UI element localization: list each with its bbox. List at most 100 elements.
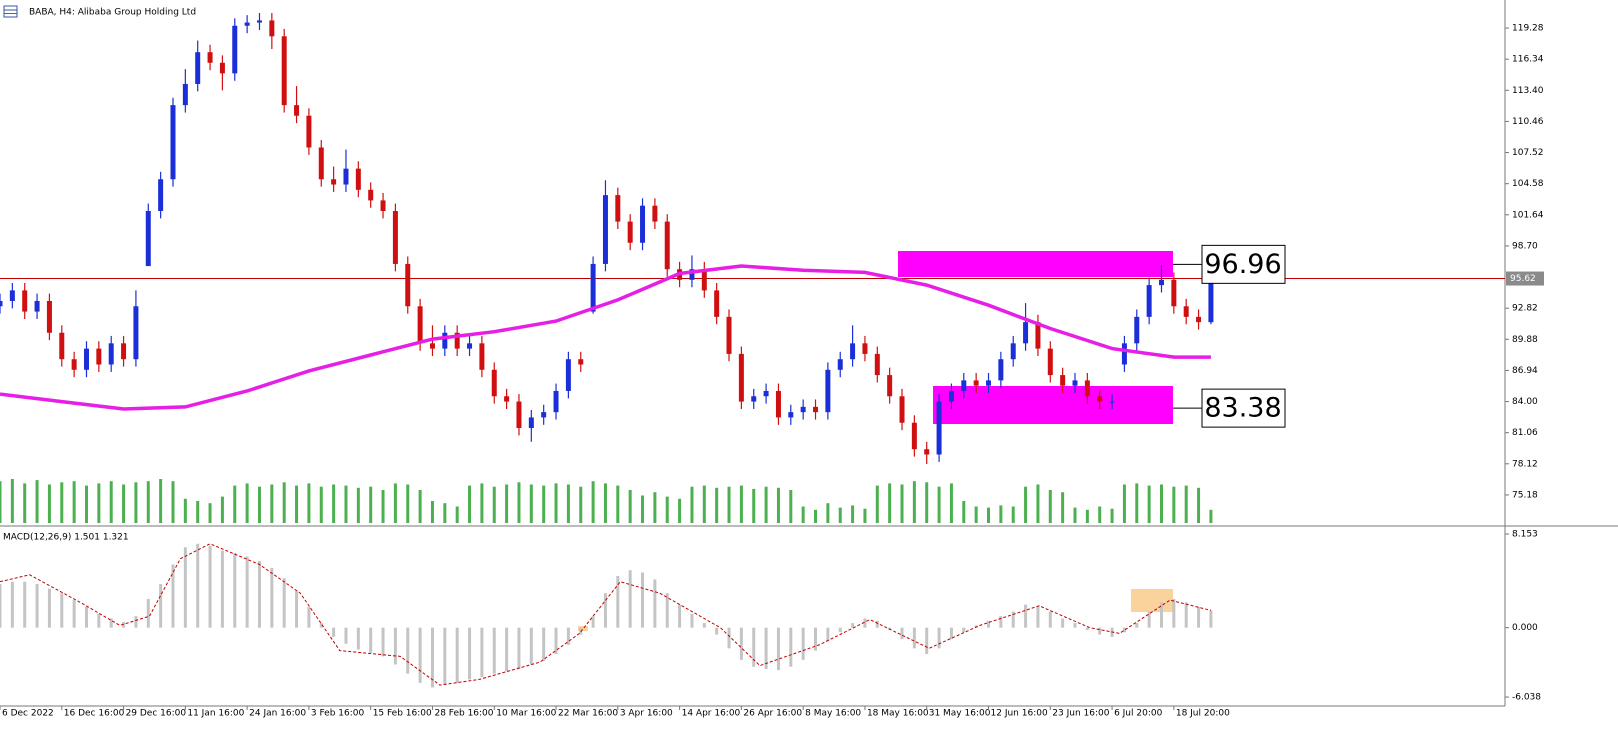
volume-bar (134, 482, 138, 523)
macd-bar (60, 593, 64, 628)
volume-bar (332, 484, 336, 523)
candle-body (1208, 269, 1214, 323)
volume-bar (999, 505, 1003, 523)
macd-bar (851, 623, 855, 628)
candle-body (738, 353, 744, 402)
volume-bar (480, 483, 484, 523)
x-tick-label: 6 Dec 2022 (2, 709, 54, 719)
volume-bar (616, 485, 620, 523)
volume-bar (0, 481, 2, 523)
macd-bar (393, 627, 397, 665)
candle-body (911, 422, 917, 450)
candle-body (541, 412, 547, 418)
macd-bar (1073, 623, 1077, 628)
macd-bar (925, 627, 929, 655)
candle-body (294, 105, 300, 116)
volume-bar (270, 484, 274, 523)
y-tick-label: 0.000 (1512, 623, 1538, 633)
candle-body (998, 359, 1004, 381)
candle-body (442, 332, 448, 349)
candle-body (961, 380, 967, 391)
candle-body (590, 263, 596, 312)
volume-bar (1122, 484, 1126, 523)
macd-bar (381, 627, 385, 657)
volume-bar (900, 484, 904, 523)
volume-bar (220, 496, 224, 523)
candle-body (825, 369, 831, 413)
volume-bar (1184, 485, 1188, 523)
candle-body (1072, 380, 1078, 386)
macd-highlight (578, 626, 588, 631)
volume-bar (109, 481, 113, 523)
volume-bar (987, 507, 991, 523)
macd-bar (492, 627, 496, 674)
volume-bar (653, 492, 657, 523)
macd-bar (690, 613, 694, 628)
macd-bar (47, 588, 51, 628)
candle-body (565, 359, 571, 391)
volume-bar (35, 480, 39, 523)
volume-bar (727, 486, 731, 523)
macd-bar (1172, 598, 1176, 628)
x-tick-label: 31 May 16:00 (929, 709, 991, 719)
volume-bar (505, 484, 509, 523)
macd-bar (727, 627, 731, 649)
macd-bar (826, 627, 830, 642)
candle-body (479, 343, 485, 370)
volume-bar (1209, 509, 1213, 523)
volume-bar (912, 481, 916, 523)
volume-bar (603, 483, 607, 523)
x-tick-label: 29 Dec 16:00 (126, 709, 187, 719)
macd-bar (196, 543, 200, 628)
candle-body (788, 412, 794, 418)
volume-bar (356, 487, 360, 523)
x-tick-label: 10 Mar 16:00 (496, 709, 556, 719)
volume-bar (949, 483, 953, 523)
volume-bar (208, 503, 212, 523)
candle-body (1134, 316, 1140, 344)
macd-bar (1061, 618, 1065, 628)
candle-body (1097, 396, 1103, 402)
macd-bar (628, 570, 632, 628)
candle-body (862, 343, 868, 354)
volume-bar (492, 486, 496, 523)
volume-bar (1098, 506, 1102, 523)
candle-body (59, 332, 65, 360)
volume-bar (529, 484, 533, 523)
volume-bar (814, 509, 818, 523)
macd-bar (183, 547, 187, 628)
macd-bar (863, 618, 867, 628)
candle-body (318, 147, 324, 180)
volume-bar (776, 487, 780, 523)
macd-bar (307, 606, 311, 628)
macd-bar (974, 625, 978, 628)
candle-body (256, 20, 262, 23)
macd-bar (418, 627, 422, 683)
y-tick-label: 104.58 (1512, 179, 1544, 189)
candle-body (1109, 401, 1115, 403)
macd-bar (1122, 627, 1126, 633)
x-tick-label: 26 Apr 16:00 (743, 709, 802, 719)
macd-bar (0, 583, 2, 628)
candle-body (133, 306, 139, 360)
volume-bar (122, 484, 126, 523)
candle-body (467, 343, 473, 349)
volume-bar (1085, 509, 1089, 523)
x-tick-label: 14 Apr 16:00 (682, 709, 741, 719)
candle-body (158, 179, 164, 211)
y-tick-label: 78.12 (1512, 459, 1538, 469)
x-tick-label: 18 May 16:00 (867, 709, 929, 719)
candle-body (701, 269, 707, 291)
volume-bar (888, 483, 892, 523)
candle-body (380, 200, 386, 211)
candle-body (775, 390, 781, 418)
volume-bar (665, 496, 669, 523)
annotation-box (1201, 388, 1286, 428)
volume-bar (591, 481, 595, 523)
candle-body (281, 36, 287, 106)
volume-bar (517, 482, 521, 523)
macd-bar (1085, 627, 1089, 630)
macd-bar (554, 627, 558, 655)
